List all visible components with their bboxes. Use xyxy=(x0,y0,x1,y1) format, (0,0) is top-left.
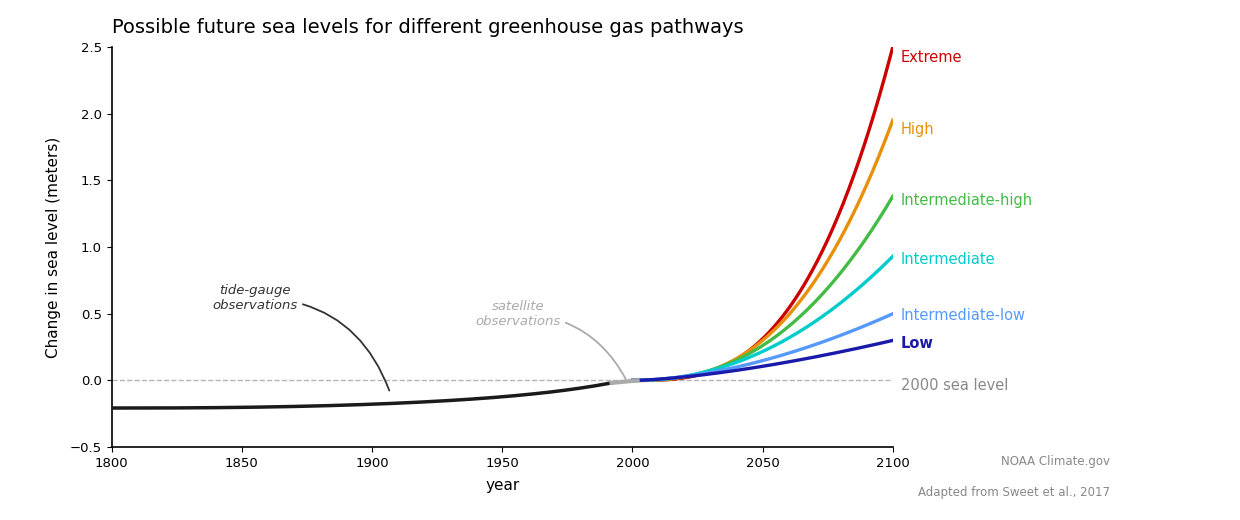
Y-axis label: Change in sea level (meters): Change in sea level (meters) xyxy=(46,136,62,358)
Text: Low: Low xyxy=(900,335,934,350)
X-axis label: year: year xyxy=(485,478,520,493)
Text: Intermediate-low: Intermediate-low xyxy=(900,307,1025,322)
Text: Adapted from Sweet et al., 2017: Adapted from Sweet et al., 2017 xyxy=(918,486,1110,499)
Text: NOAA Climate.gov: NOAA Climate.gov xyxy=(1001,455,1110,468)
Text: tide-gauge
observations: tide-gauge observations xyxy=(212,284,389,391)
Text: High: High xyxy=(900,122,934,137)
Text: Possible future sea levels for different greenhouse gas pathways: Possible future sea levels for different… xyxy=(112,18,743,37)
Text: satellite
observations: satellite observations xyxy=(475,300,626,380)
Text: Intermediate-high: Intermediate-high xyxy=(900,193,1033,208)
Text: 2000 sea level: 2000 sea level xyxy=(900,379,1008,393)
Text: Extreme: Extreme xyxy=(900,50,962,65)
Text: Intermediate: Intermediate xyxy=(900,252,996,267)
